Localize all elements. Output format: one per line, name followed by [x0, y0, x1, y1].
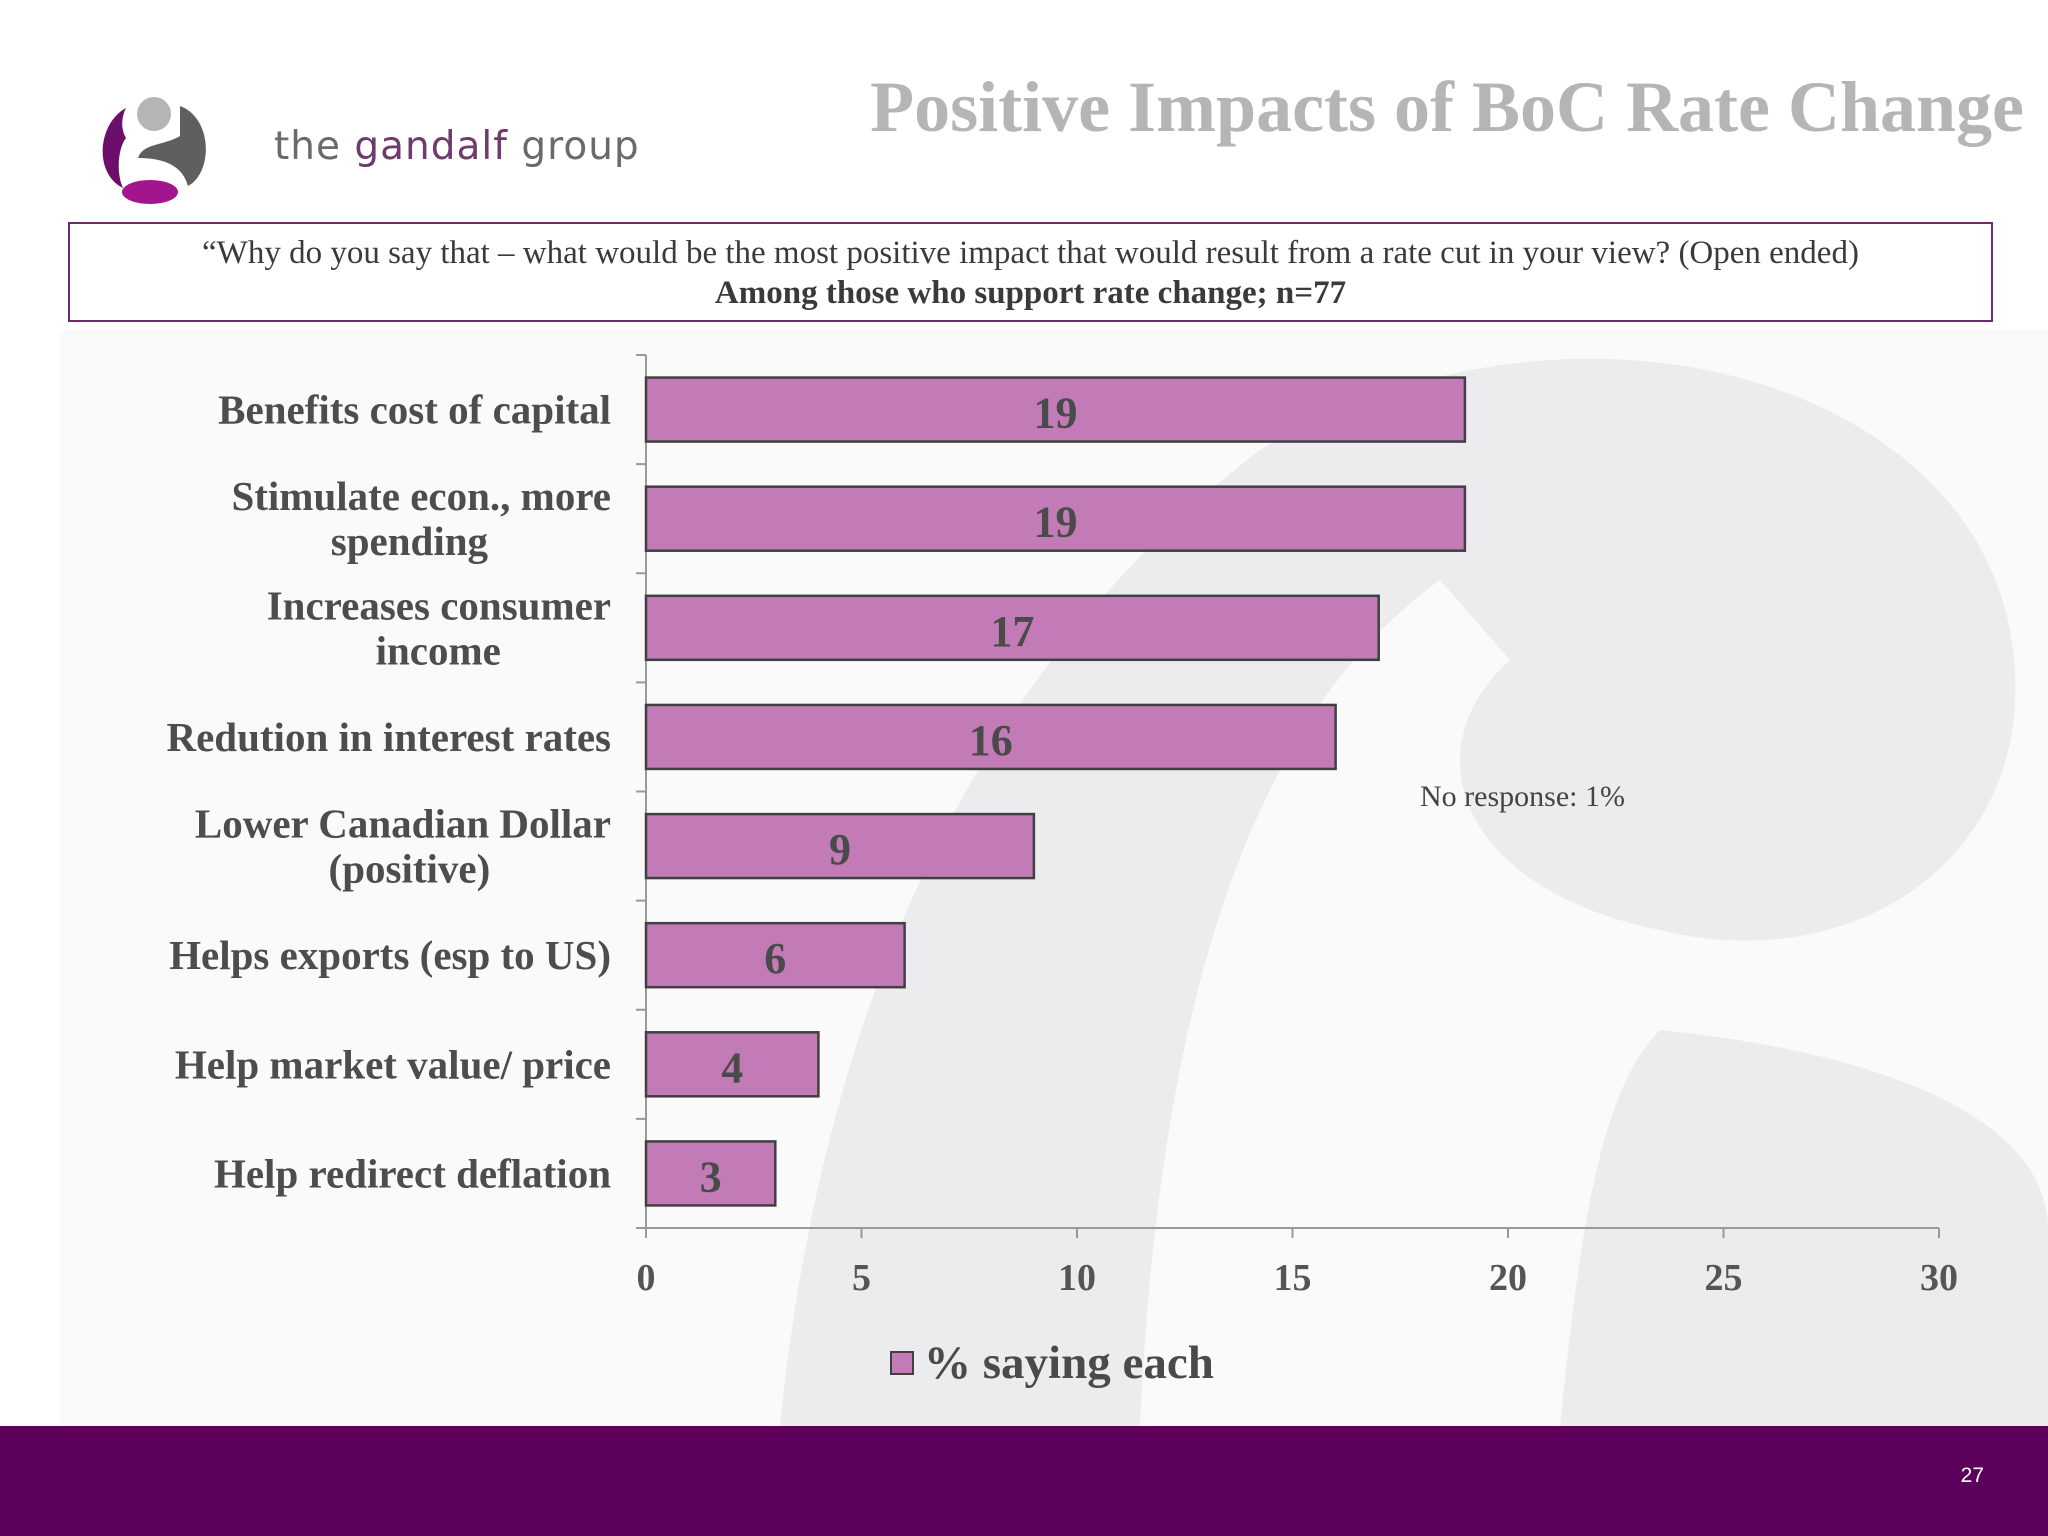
data-label: 4: [721, 1043, 743, 1092]
question-box: “Why do you say that – what would be the…: [68, 222, 1993, 322]
data-label: 16: [969, 716, 1013, 765]
bar: [644, 594, 1380, 662]
bar: [644, 1140, 777, 1207]
legend-swatch: [890, 1351, 914, 1375]
x-tick-label: 15: [1274, 1257, 1312, 1299]
x-tick-label: 10: [1058, 1257, 1096, 1299]
no-response-annotation: No response: 1%: [1420, 780, 1625, 813]
sample-note: Among those who support rate change; n=7…: [714, 275, 1347, 311]
x-tick-label: 0: [637, 1257, 656, 1299]
category-label: Stimulate econ., more: [231, 473, 611, 519]
category-label: Increases consumer: [267, 582, 611, 628]
legend-label: % saying each: [924, 1337, 1214, 1389]
category-label: Help redirect deflation: [214, 1150, 611, 1196]
category-label: Help market value/ price: [175, 1041, 611, 1087]
bar: [644, 376, 1467, 443]
data-label: 3: [700, 1152, 722, 1201]
page-title: Positive Impacts of BoC Rate Change: [870, 67, 2024, 147]
x-tick-label: 5: [852, 1257, 871, 1299]
category-label: spending: [331, 518, 489, 564]
category-label: Lower Canadian Dollar: [195, 801, 611, 847]
category-label: Redution in interest rates: [166, 714, 611, 760]
data-label: 19: [1033, 498, 1077, 547]
question-text: “Why do you say that – what would be the…: [202, 235, 1859, 271]
x-tick-label: 20: [1489, 1257, 1527, 1299]
logo-text-gandalf: gandalf: [354, 124, 508, 169]
data-label: 9: [829, 825, 851, 874]
gandalf-logo-icon: [102, 97, 206, 204]
bar: [644, 1031, 820, 1098]
bar: [644, 703, 1337, 771]
category-label: income: [376, 627, 501, 673]
x-tick-label: 25: [1705, 1257, 1743, 1299]
data-label: 6: [764, 934, 786, 983]
logo-wordmark: the gandalf group: [274, 124, 640, 169]
page-number: 27: [1960, 1464, 1984, 1487]
x-tick-label: 30: [1920, 1257, 1958, 1299]
data-label: 17: [990, 607, 1034, 656]
bar: [644, 921, 906, 989]
legend: % saying each: [890, 1336, 1214, 1390]
logo-text-the: the: [274, 124, 355, 169]
category-label: (positive): [329, 846, 491, 892]
category-label: Helps exports (esp to US): [169, 932, 611, 978]
category-label: Benefits cost of capital: [218, 387, 611, 433]
bar: [644, 485, 1467, 552]
bar: [644, 812, 1036, 880]
logo-text-group: group: [508, 124, 640, 169]
footer-bar: [0, 1426, 2048, 1536]
data-label: 19: [1033, 389, 1077, 438]
